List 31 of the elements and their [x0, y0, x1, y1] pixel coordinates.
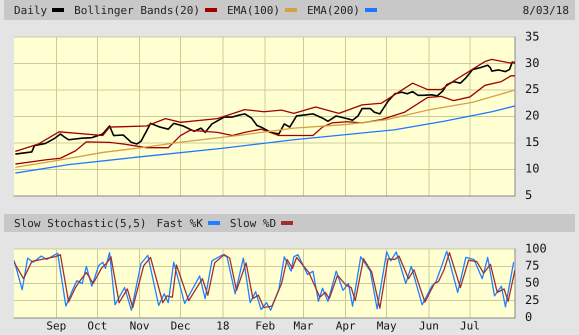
y-tick-label: 15: [525, 135, 540, 150]
y-tick-label: 30: [525, 56, 540, 70]
x-tick-label: Feb: [255, 319, 276, 332]
x-tick-label: Jul: [460, 319, 480, 332]
y-tick-label: 5: [525, 188, 532, 202]
x-tick-label: Nov: [130, 319, 150, 332]
legend-label: EMA(200): [306, 4, 360, 16]
x-tick-label: Sep: [46, 319, 66, 332]
y-tick-label: 50: [525, 276, 540, 290]
legend-label: Fast %K: [156, 216, 203, 230]
x-tick-label: Oct: [87, 319, 108, 332]
x-tick-label: 18: [216, 319, 230, 332]
y-tick-label: 0: [525, 310, 532, 324]
y-tick-label: 100: [525, 241, 547, 256]
legend-label: EMA(100): [226, 4, 280, 16]
text: 8/03/18: [522, 4, 569, 16]
chart-title: Slow Stochastic(5,5): [14, 216, 146, 230]
legend-label: Bollinger Bands(20): [74, 4, 200, 16]
y-tick-label: 25: [525, 292, 540, 307]
x-tick-label: May: [376, 319, 397, 332]
y-tick-label: 20: [525, 108, 540, 123]
y-tick-label: 75: [525, 258, 540, 272]
legend-label: Daily: [14, 4, 48, 16]
x-tick-label: Dec: [170, 319, 190, 332]
x-tick-label: Mar: [293, 319, 314, 332]
x-tick-label: Jun: [419, 319, 439, 332]
y-tick-label: 10: [525, 161, 540, 176]
legend-label: Slow %D: [230, 216, 276, 230]
y-tick-label: 35: [525, 29, 540, 44]
x-tick-label: Apr: [336, 319, 356, 332]
y-tick-label: 25: [525, 82, 540, 96]
